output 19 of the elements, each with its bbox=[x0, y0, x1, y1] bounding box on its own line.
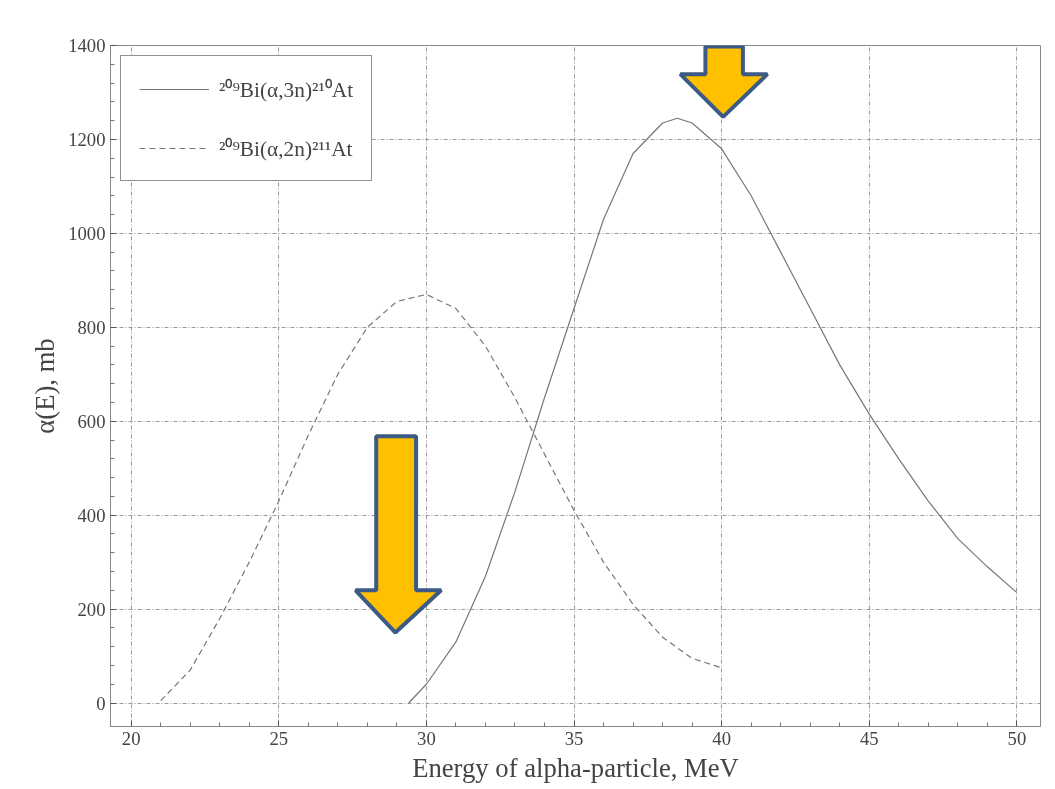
legend-label: ²⁰⁹Bi(α,2n)²¹¹At bbox=[219, 136, 353, 162]
legend-label: ²⁰⁹Bi(α,3n)²¹⁰At bbox=[219, 77, 354, 103]
y-tick-label: 600 bbox=[77, 410, 106, 432]
x-tick-label: 35 bbox=[564, 727, 584, 749]
x-tick-label: 20 bbox=[121, 727, 141, 749]
y-tick-label: 1400 bbox=[68, 35, 106, 56]
y-tick-label: 400 bbox=[77, 504, 106, 526]
y-tick-label: 1000 bbox=[68, 222, 106, 244]
x-tick-label: 30 bbox=[417, 727, 436, 749]
x-axis-title: Energy of alpha-particle, MeV bbox=[412, 752, 739, 783]
y-tick-label: 800 bbox=[77, 316, 106, 338]
x-tick-label: 50 bbox=[1007, 727, 1027, 749]
y-tick-label: 1200 bbox=[68, 128, 106, 150]
y-tick-label: 200 bbox=[77, 598, 106, 620]
x-tick-label: 40 bbox=[712, 727, 731, 749]
y-axis-title: α(E), mb bbox=[30, 338, 61, 434]
x-tick-label: 25 bbox=[269, 727, 289, 749]
x-tick-label: 45 bbox=[859, 727, 879, 749]
y-tick-label: 0 bbox=[96, 692, 106, 714]
